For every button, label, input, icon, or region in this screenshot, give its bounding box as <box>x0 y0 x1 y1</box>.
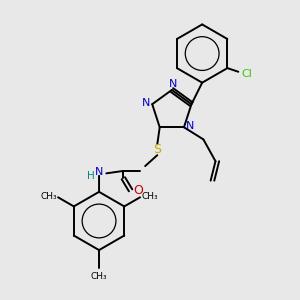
Text: O: O <box>133 184 143 197</box>
Text: CH₃: CH₃ <box>40 192 57 201</box>
Text: N: N <box>169 79 177 89</box>
Text: CH₃: CH₃ <box>141 192 158 201</box>
Text: N: N <box>142 98 150 108</box>
Text: N: N <box>186 121 194 131</box>
Text: N: N <box>95 167 103 177</box>
Text: S: S <box>153 142 161 156</box>
Text: H: H <box>87 171 94 181</box>
Text: Cl: Cl <box>242 69 252 79</box>
Text: CH₃: CH₃ <box>91 272 107 281</box>
